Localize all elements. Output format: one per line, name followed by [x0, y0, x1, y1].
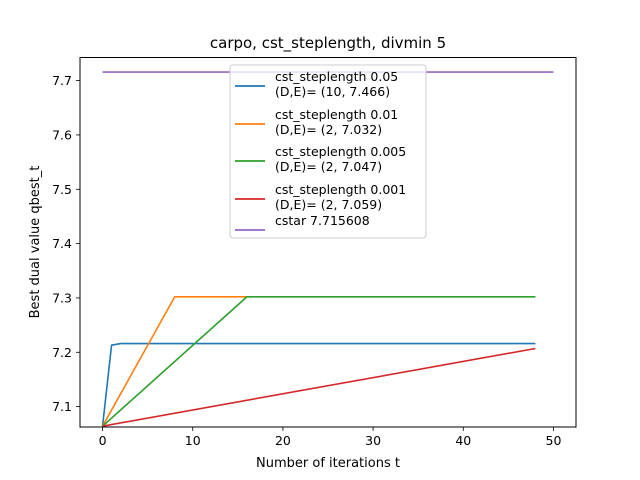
x-tick-label: 0 — [99, 433, 107, 448]
y-tick-label: 7.5 — [52, 182, 72, 197]
y-axis-label: Best dual value qbest_t — [28, 166, 43, 319]
x-axis: 0 10 20 30 40 50 — [99, 427, 562, 448]
legend-sublabel-4: (D,E)= (2, 7.059) — [275, 197, 382, 212]
x-tick-label: 30 — [365, 433, 381, 448]
y-tick-label: 7.7 — [52, 73, 72, 88]
legend-label-4: cst_steplength 0.001 — [275, 182, 406, 197]
legend-label-1: cst_steplength 0.05 — [275, 69, 398, 84]
x-tick-label: 40 — [455, 433, 471, 448]
y-axis: 7.1 7.2 7.3 7.4 7.5 7.6 7.7 — [52, 73, 80, 414]
chart-title: carpo, cst_steplength, divmin 5 — [210, 34, 446, 53]
y-tick-label: 7.2 — [52, 345, 72, 360]
legend-sublabel-2: (D,E)= (2, 7.032) — [275, 122, 382, 137]
y-tick-label: 7.6 — [52, 127, 72, 142]
x-tick-label: 10 — [185, 433, 201, 448]
legend-label-5: cstar 7.715608 — [275, 213, 370, 228]
legend: cst_steplength 0.05(D,E)= (10, 7.466) cst… — [229, 64, 427, 239]
legend-box — [229, 64, 427, 239]
series-line-1 — [101, 342, 536, 427]
legend-label-2: cst_steplength 0.01 — [275, 107, 398, 122]
series-line-4 — [102, 347, 536, 427]
series-line-2 — [101, 296, 247, 427]
y-tick-label: 7.4 — [52, 236, 72, 251]
plot-frame — [79, 57, 577, 428]
y-tick-label: 7.1 — [52, 399, 72, 414]
x-tick-label: 20 — [275, 433, 291, 448]
legend-label-3: cst_steplength 0.005 — [275, 144, 406, 159]
legend-sublabel-3: (D,E)= (2, 7.047) — [275, 159, 382, 174]
x-tick-label: 50 — [546, 433, 562, 448]
y-tick-label: 7.3 — [52, 290, 72, 305]
x-axis-label: Number of iterations t — [256, 456, 400, 471]
series-line-3 — [102, 296, 536, 427]
legend-sublabel-1: (D,E)= (10, 7.466) — [275, 84, 390, 99]
